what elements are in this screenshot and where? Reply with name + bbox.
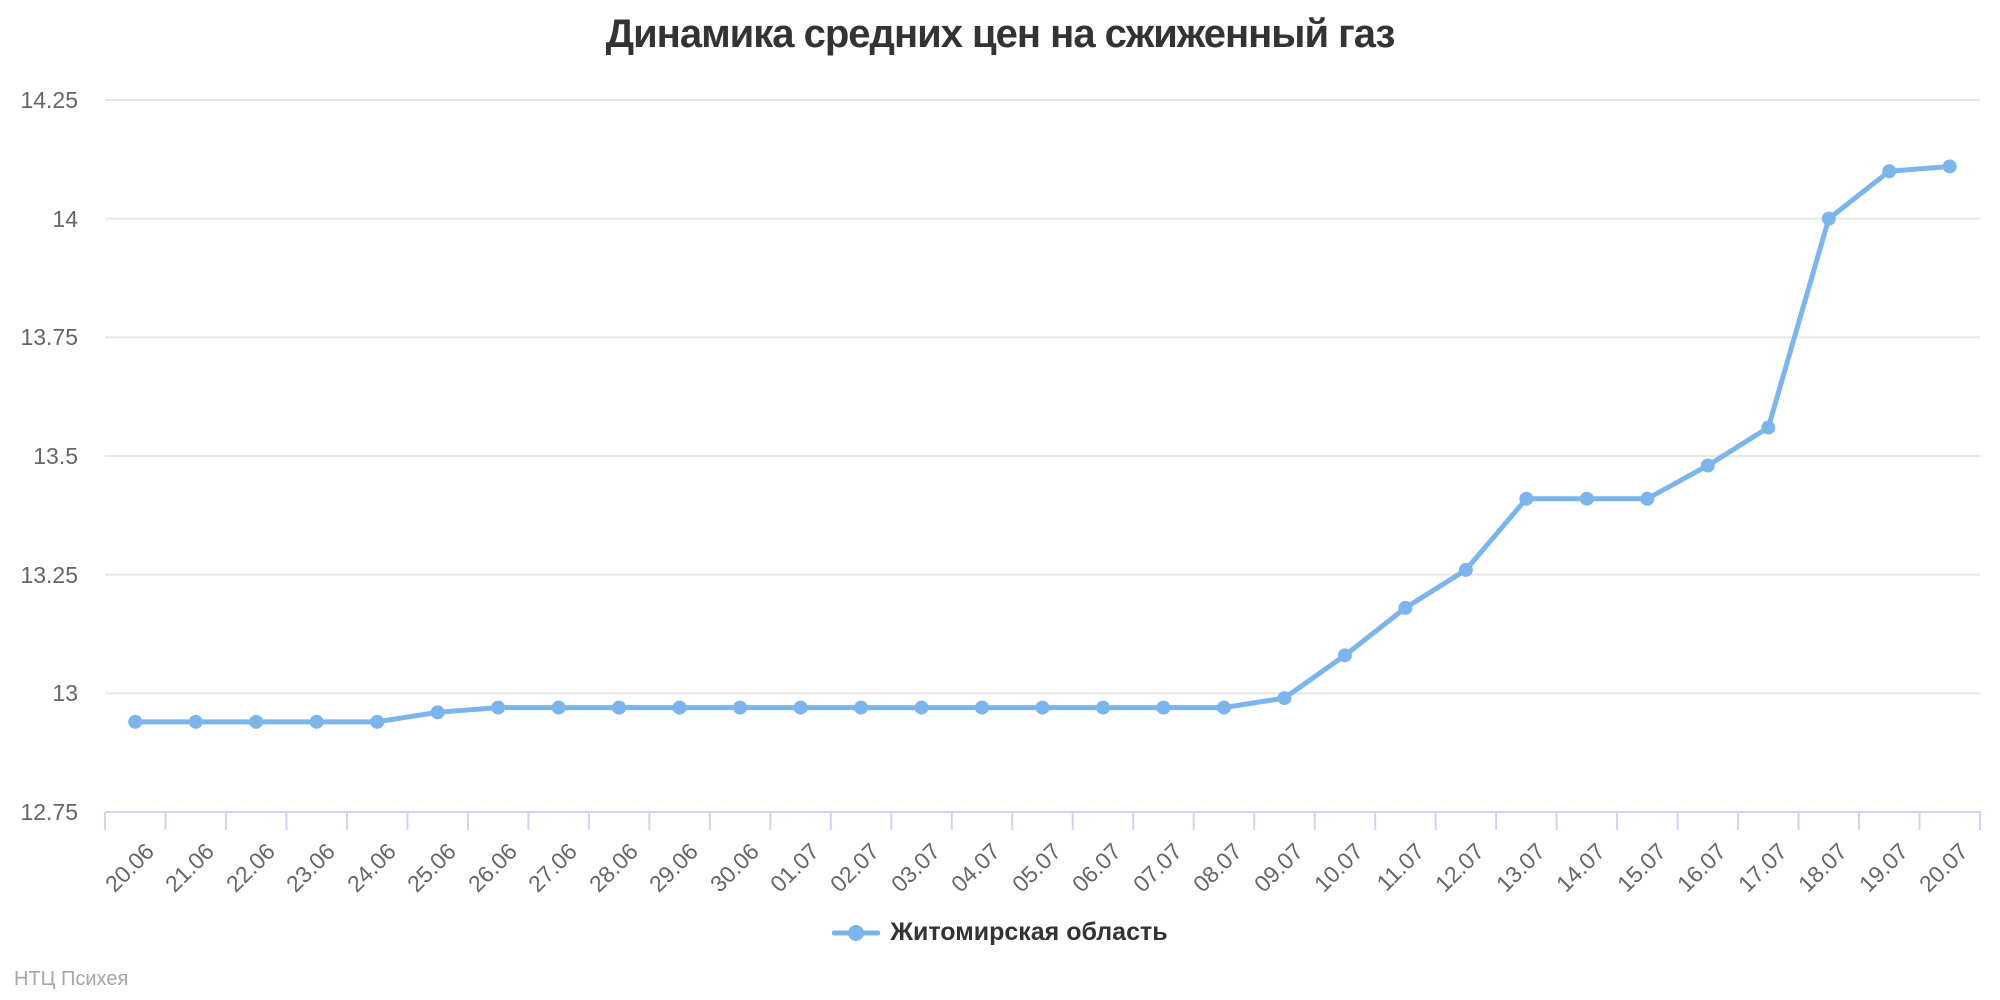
data-point[interactable]: [733, 700, 748, 715]
data-point[interactable]: [1579, 491, 1594, 506]
x-axis: [104, 811, 1981, 830]
data-point[interactable]: [1095, 700, 1110, 715]
data-point[interactable]: [188, 714, 203, 729]
data-point[interactable]: [672, 700, 687, 715]
data-point[interactable]: [370, 714, 385, 729]
legend: Житомирская область: [0, 918, 2000, 947]
credits-label: НТЦ Психея: [14, 968, 129, 990]
data-point[interactable]: [612, 700, 627, 715]
y-axis-label: 13.75: [20, 324, 78, 351]
data-point[interactable]: [1882, 164, 1897, 179]
data-point[interactable]: [1821, 211, 1836, 226]
data-point[interactable]: [1156, 700, 1171, 715]
y-axis-label: 14.25: [20, 87, 78, 113]
data-point[interactable]: [1035, 700, 1050, 715]
data-point[interactable]: [1761, 420, 1776, 435]
chart-title: Динамика средних цен на сжиженный газ: [605, 12, 1396, 56]
data-point[interactable]: [1700, 458, 1715, 473]
data-point[interactable]: [1398, 600, 1413, 615]
y-axis-label: 14: [52, 205, 78, 232]
data-point[interactable]: [1277, 691, 1292, 706]
data-point[interactable]: [1942, 159, 1957, 174]
data-point[interactable]: [491, 700, 506, 715]
y-axis-label: 13: [52, 680, 78, 707]
data-point[interactable]: [914, 700, 929, 715]
data-point[interactable]: [1337, 648, 1352, 663]
data-point[interactable]: [793, 700, 808, 715]
y-axis-label: 12.75: [20, 799, 78, 825]
data-point[interactable]: [1519, 491, 1534, 506]
data-point[interactable]: [854, 700, 869, 715]
data-point[interactable]: [430, 705, 445, 720]
data-point[interactable]: [975, 700, 990, 715]
legend-item[interactable]: Житомирская область: [832, 918, 1168, 947]
y-axis-label: 13.5: [33, 443, 78, 469]
legend-marker-icon: [832, 924, 881, 941]
data-point[interactable]: [551, 700, 566, 715]
data-point[interactable]: [249, 714, 264, 729]
data-point[interactable]: [128, 714, 143, 729]
y-axis-label: 13.25: [20, 561, 78, 588]
data-point[interactable]: [309, 714, 324, 729]
data-point[interactable]: [1458, 562, 1473, 577]
series: [128, 159, 1957, 729]
data-point[interactable]: [1216, 700, 1231, 715]
series-line: [132, 163, 1953, 725]
data-point[interactable]: [1640, 491, 1655, 506]
legend-item-label: Житомирская область: [890, 918, 1168, 946]
